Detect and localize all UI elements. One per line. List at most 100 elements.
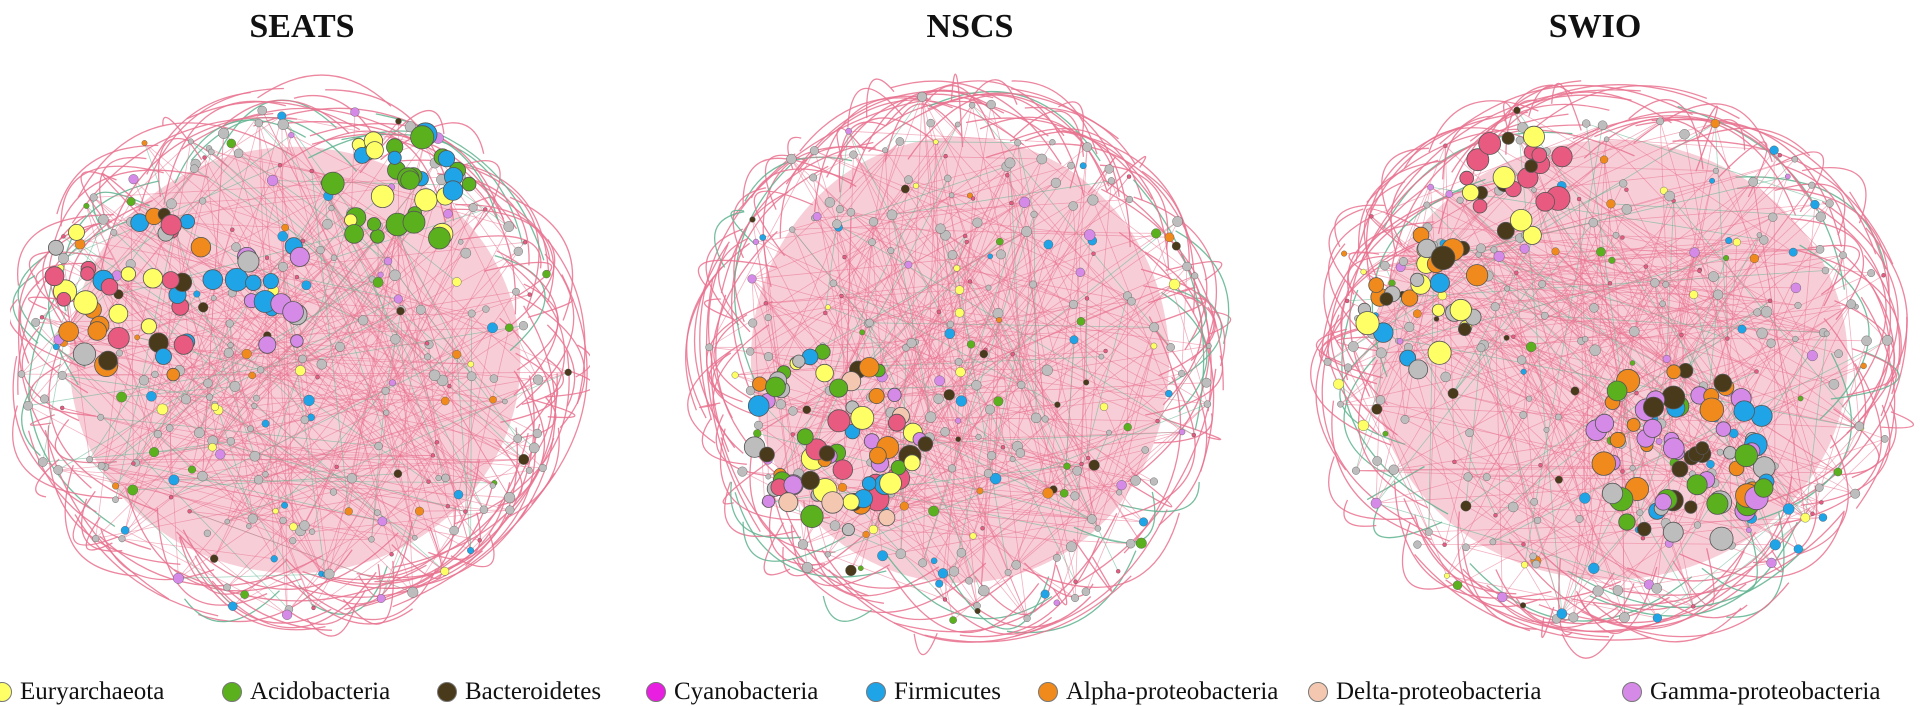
edge <box>44 430 170 600</box>
edge <box>313 459 524 609</box>
edge <box>380 511 420 599</box>
edge <box>853 154 951 325</box>
edge <box>768 356 981 492</box>
edge <box>121 309 402 540</box>
edge <box>1445 145 1455 462</box>
network-node <box>1784 173 1791 180</box>
edge <box>170 401 506 498</box>
network-node <box>453 489 464 500</box>
network-node <box>1850 488 1861 499</box>
network-node <box>505 505 515 515</box>
network-node <box>210 295 217 301</box>
network-node <box>1555 413 1562 421</box>
network-node <box>1517 122 1528 133</box>
network-node <box>513 434 523 443</box>
edge <box>714 211 745 268</box>
network-node <box>954 121 961 128</box>
edge <box>730 209 755 244</box>
network-node <box>134 334 140 341</box>
edge <box>905 162 1011 190</box>
edge <box>1507 288 1694 296</box>
edge <box>1594 176 1789 351</box>
edge <box>1442 115 1493 180</box>
network-node <box>829 378 849 398</box>
network-node <box>832 459 854 480</box>
edge <box>1015 449 1146 566</box>
network-node <box>976 487 984 495</box>
network-node <box>1059 488 1069 498</box>
network-node <box>985 404 995 415</box>
edge <box>950 73 964 148</box>
network-node <box>1073 579 1078 584</box>
edge <box>1693 517 1806 607</box>
edge <box>265 212 352 475</box>
edge <box>214 403 416 539</box>
network-node <box>868 238 876 246</box>
edge <box>826 93 1005 178</box>
network-node <box>344 224 364 244</box>
edge <box>220 99 350 135</box>
network-node <box>1594 413 1615 433</box>
edge <box>385 309 402 391</box>
network-node <box>1691 604 1696 609</box>
network-node <box>289 246 310 267</box>
edge <box>1331 400 1432 541</box>
edge <box>750 390 1065 494</box>
edge <box>921 96 978 612</box>
network-node <box>210 554 219 563</box>
edge <box>1611 252 1695 261</box>
network-node <box>925 411 937 423</box>
edge <box>969 281 1169 394</box>
edge <box>1121 376 1196 518</box>
network-node <box>281 501 288 509</box>
network-node <box>1733 400 1755 422</box>
network-node <box>1766 557 1777 569</box>
network-node <box>1004 157 1016 169</box>
network-node <box>372 277 384 288</box>
edge <box>339 346 439 479</box>
edge <box>1101 188 1224 391</box>
network-node <box>1431 303 1445 317</box>
network-node <box>187 509 192 514</box>
network-node <box>1466 148 1490 172</box>
edge <box>1804 333 1828 518</box>
edge <box>171 203 221 455</box>
network-node <box>1014 139 1022 147</box>
edge <box>1533 120 1661 191</box>
edge <box>1319 182 1496 364</box>
network-node <box>513 246 523 257</box>
network-node <box>987 451 997 461</box>
edge <box>1478 183 1624 255</box>
network-node <box>1575 514 1584 523</box>
network-node <box>172 572 184 584</box>
network-node <box>1191 272 1199 280</box>
legend-item-delta-proteobacteria: Delta-proteobacteria <box>1308 678 1541 706</box>
network-node <box>979 349 988 359</box>
network-node <box>878 509 896 527</box>
network-node <box>1368 277 1385 294</box>
network-node <box>1713 289 1724 300</box>
edge <box>300 370 466 512</box>
network-node <box>962 233 968 239</box>
network-node <box>58 252 69 264</box>
network-node <box>1116 480 1127 491</box>
network-node <box>980 526 985 531</box>
network-node <box>1589 303 1599 313</box>
network-node <box>390 334 401 345</box>
network-node <box>762 494 776 508</box>
edge <box>115 445 379 487</box>
network-node <box>948 566 960 577</box>
edge <box>1663 180 1713 192</box>
edge <box>751 254 1002 280</box>
network-node <box>968 102 976 109</box>
edge <box>1340 238 1429 406</box>
edge <box>227 325 524 522</box>
edge <box>1783 165 1846 307</box>
network-node <box>410 125 435 150</box>
edge <box>168 194 329 280</box>
network-node <box>748 318 758 328</box>
edge <box>1111 180 1172 348</box>
panel-title-nscs: NSCS <box>926 8 1014 45</box>
legend-label: Gamma-proteobacteria <box>1650 678 1881 705</box>
network-node <box>1087 514 1097 524</box>
